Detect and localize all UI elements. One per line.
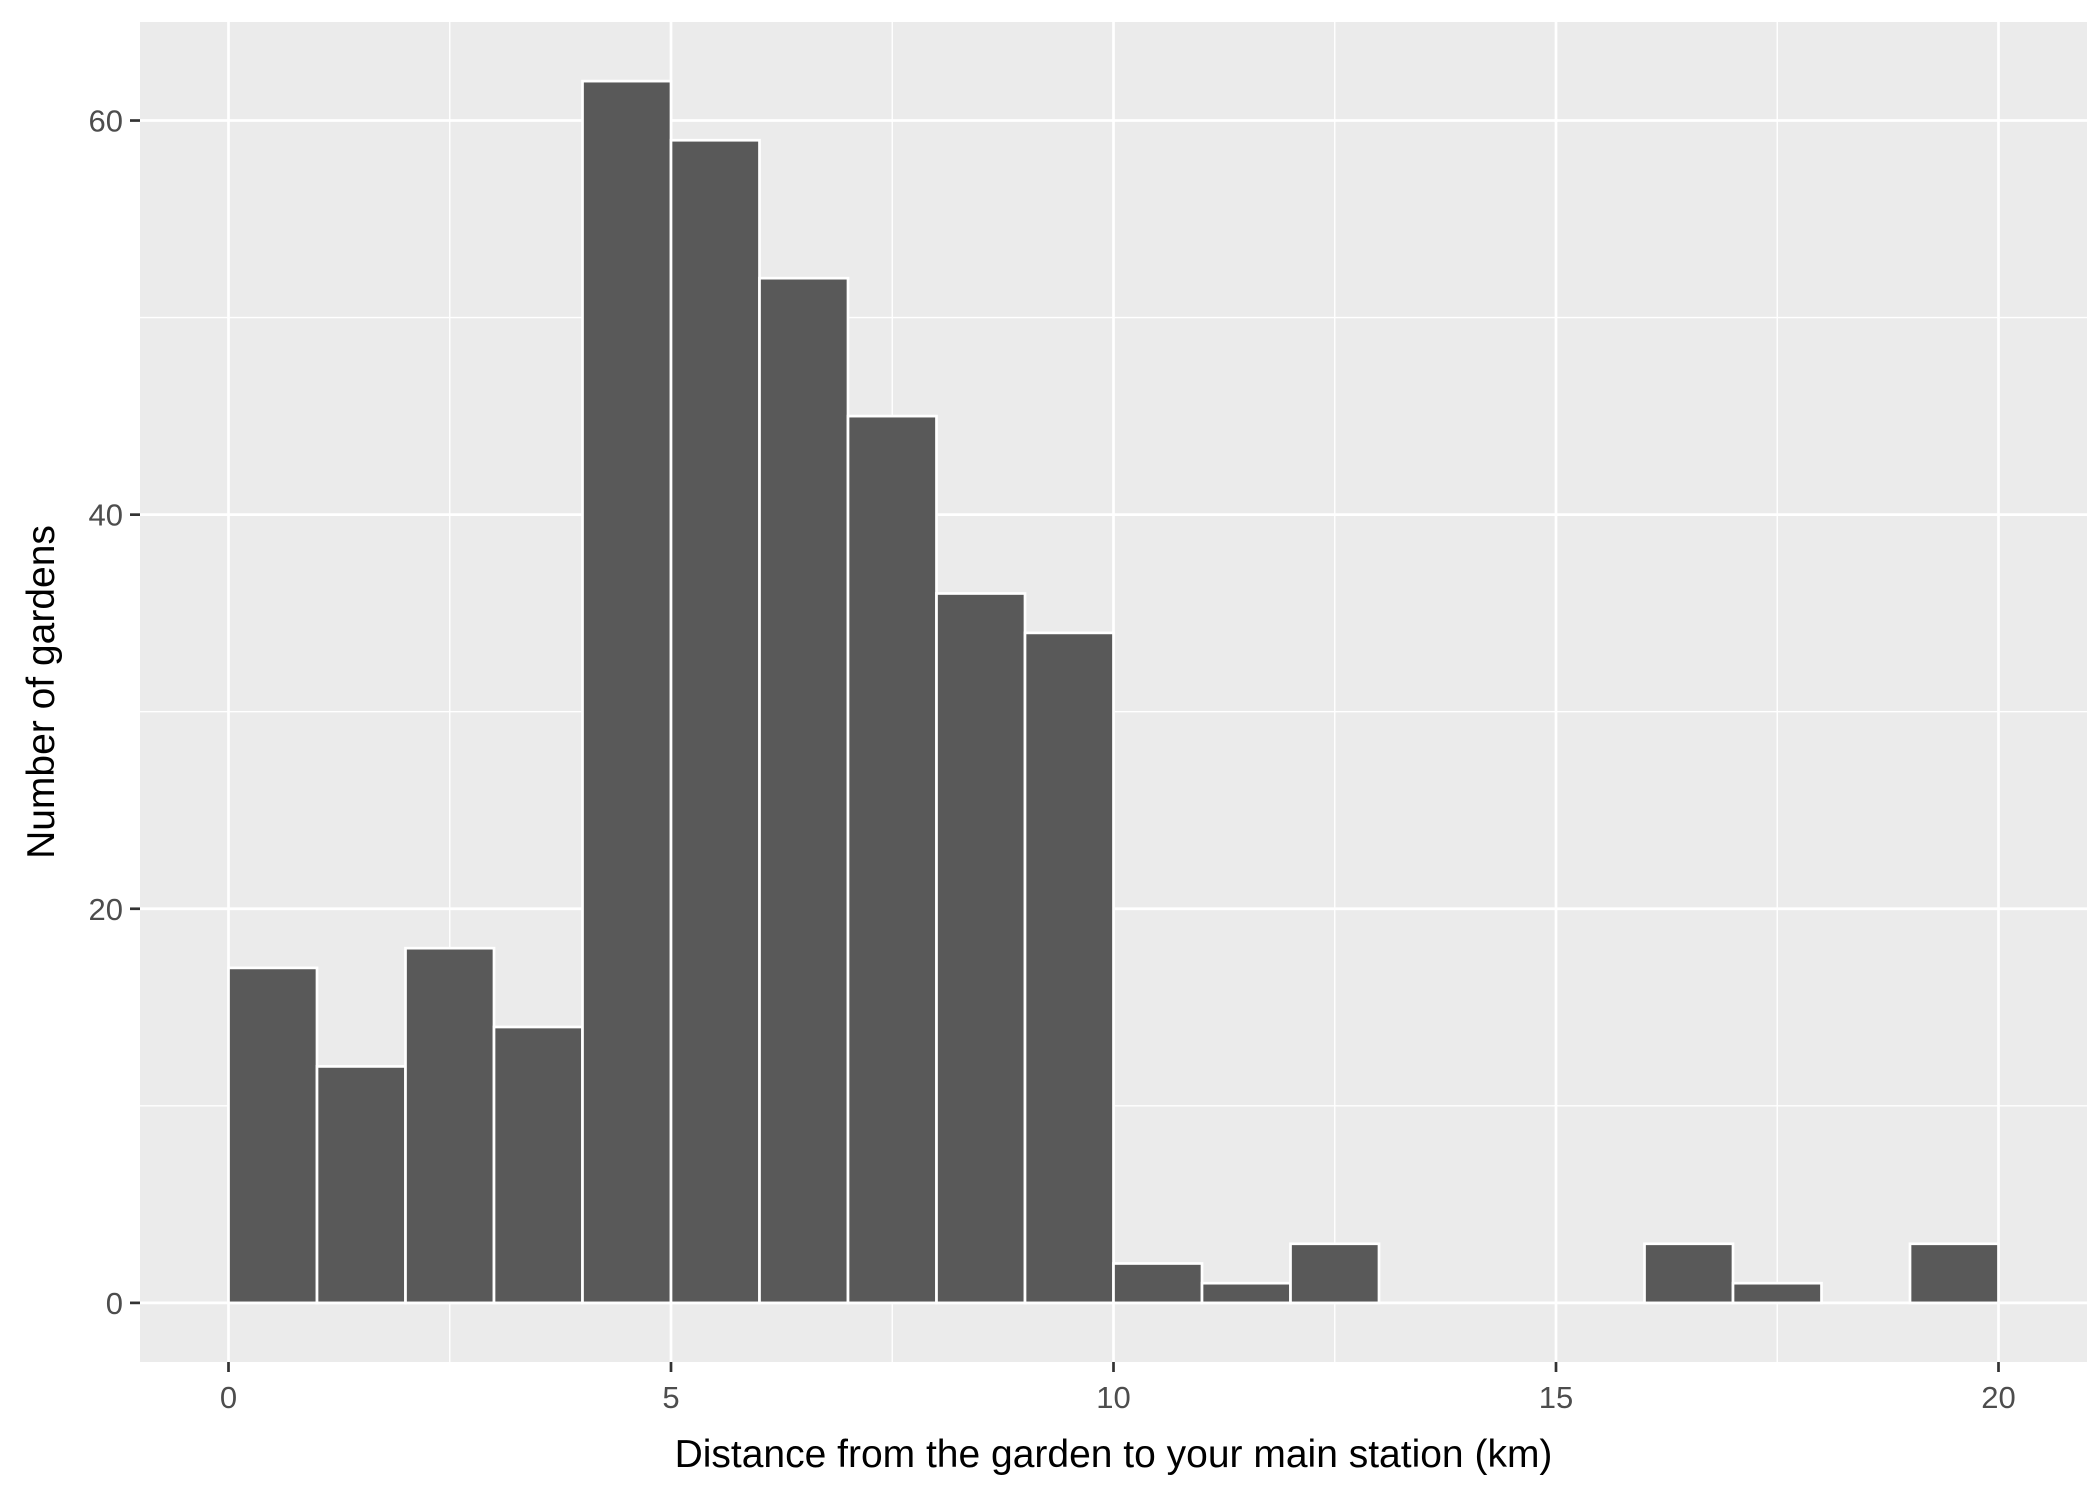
y-tick-label: 40: [89, 498, 123, 533]
histogram-bar: [1112, 1262, 1204, 1305]
histogram-bar: [492, 1025, 584, 1305]
histogram-bar: [404, 946, 496, 1305]
histogram-bar: [669, 138, 761, 1305]
histogram-bar: [1200, 1281, 1292, 1305]
x-tick-label: 0: [220, 1380, 237, 1415]
histogram-bar: [1731, 1281, 1823, 1305]
x-tick-label: 5: [662, 1380, 679, 1415]
x-tick-label: 10: [1096, 1380, 1130, 1415]
histogram-bars: [227, 79, 2000, 1305]
histogram-bar: [935, 592, 1027, 1305]
x-axis-title: Distance from the garden to your main st…: [675, 1433, 1553, 1476]
histogram-bar: [1289, 1242, 1381, 1305]
y-axis-title: Number of gardens: [20, 525, 63, 859]
x-tick-label: 15: [1539, 1380, 1573, 1415]
histogram-bar: [1023, 631, 1115, 1305]
histogram-bar: [315, 1065, 407, 1305]
histogram-bar: [581, 79, 673, 1305]
x-axis: 0 5 10 15 20: [220, 1362, 2016, 1415]
y-axis: 0 20 40 60: [89, 104, 140, 1321]
y-tick-label: 60: [89, 104, 123, 139]
histogram-bar: [227, 966, 319, 1305]
histogram-bar: [846, 414, 938, 1305]
x-tick-label: 20: [1981, 1380, 2015, 1415]
y-tick-label: 20: [89, 892, 123, 927]
histogram-bar: [758, 276, 850, 1305]
histogram-bar: [1643, 1242, 1735, 1305]
histogram-bar: [1908, 1242, 2000, 1305]
y-tick-label: 0: [106, 1286, 123, 1321]
